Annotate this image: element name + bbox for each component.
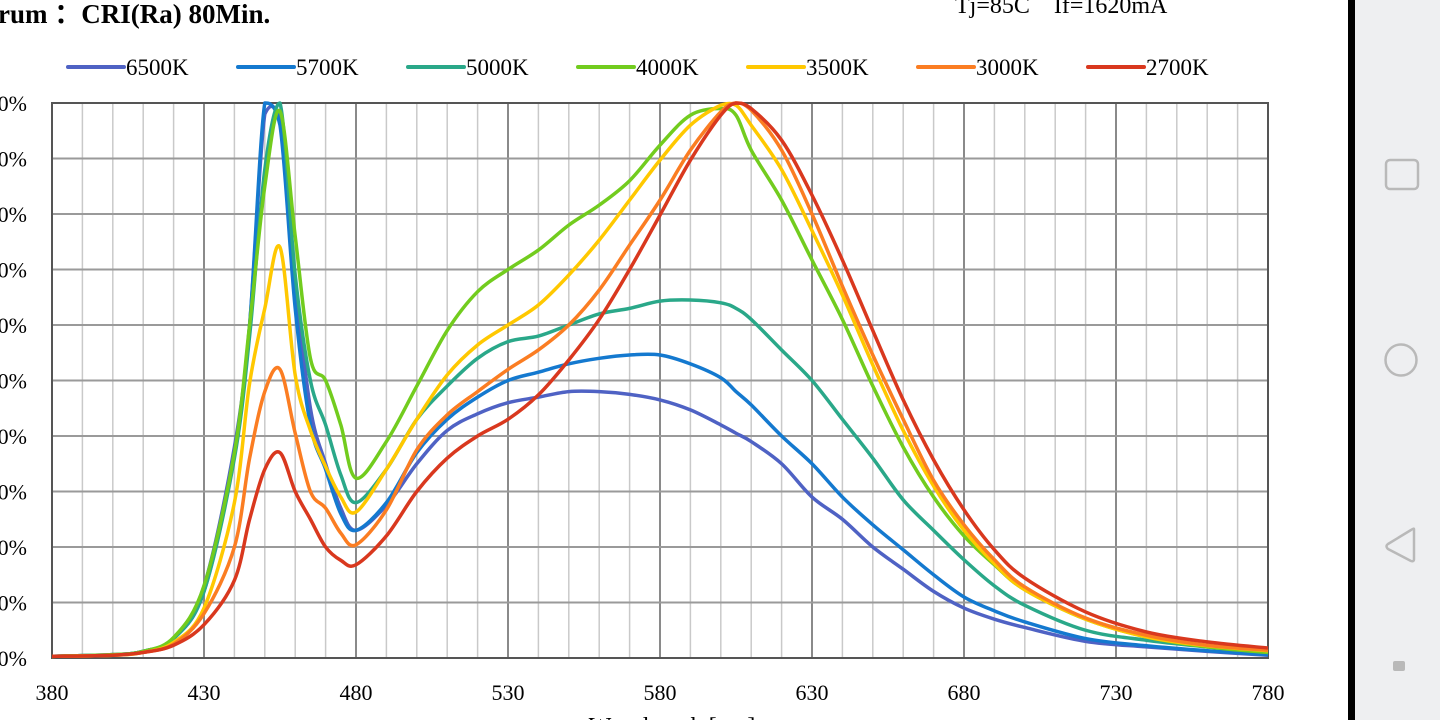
notification-dot-icon xyxy=(1393,661,1405,671)
spectrum-chart: 0% 10% 20% 30% 40% 50% 60% 70% 80% 90% 100% 380 430 4… xyxy=(0,55,1285,720)
y-tick-label: 40% xyxy=(0,424,27,449)
legend-label: 4000K xyxy=(636,55,699,80)
x-tick-label: 580 xyxy=(644,680,677,705)
y-tick-label: 60% xyxy=(0,313,27,338)
y-tick-label: 90% xyxy=(0,147,27,172)
legend-label: 5000K xyxy=(466,55,529,80)
series-line-3000K xyxy=(51,101,1269,659)
home-icon[interactable] xyxy=(1382,341,1420,379)
legend-label: 5700K xyxy=(296,55,359,80)
x-tick-label: 630 xyxy=(796,680,829,705)
y-tick-label: 80% xyxy=(0,202,27,227)
y-tick-label: 30% xyxy=(0,480,27,505)
test-conditions: Tj=85C If=1620mA xyxy=(955,0,1168,19)
y-tick-label: 10% xyxy=(0,591,27,616)
navigation-bar xyxy=(1355,0,1440,720)
y-tick-label: 100% xyxy=(0,91,27,116)
x-tick-label: 430 xyxy=(188,680,221,705)
y-tick-label: 20% xyxy=(0,535,27,560)
x-tick-label: 780 xyxy=(1252,680,1285,705)
legend-label: 3000K xyxy=(976,55,1039,80)
x-tick-label: 530 xyxy=(492,680,525,705)
series-line-4000K xyxy=(51,106,1269,659)
series-line-3500K xyxy=(51,101,1269,659)
x-axis-label: Wavelength [nm] xyxy=(589,714,756,720)
plot-border xyxy=(51,102,1269,659)
x-tick-label: 730 xyxy=(1100,680,1133,705)
y-tick-label: 70% xyxy=(0,258,27,283)
legend-label: 6500K xyxy=(126,55,189,80)
y-tick-label: 50% xyxy=(0,369,27,394)
series-line-2700K xyxy=(51,101,1269,659)
recent-apps-icon[interactable] xyxy=(1384,158,1420,192)
y-tick-label: 0% xyxy=(0,646,27,671)
back-icon[interactable] xyxy=(1384,525,1418,565)
legend-label: 3500K xyxy=(806,55,869,80)
chart-area: rum ：CRI(Ra) 80Min. Tj=85C If=1620mA 0% 1… xyxy=(0,0,1285,720)
legend-label: 2700K xyxy=(1146,55,1209,80)
screen-divider xyxy=(1348,0,1355,720)
x-tick-label: 680 xyxy=(948,680,981,705)
x-tick-label: 380 xyxy=(36,680,69,705)
x-tick-label: 480 xyxy=(340,680,373,705)
chart-title: rum ：CRI(Ra) 80Min. xyxy=(0,0,271,29)
